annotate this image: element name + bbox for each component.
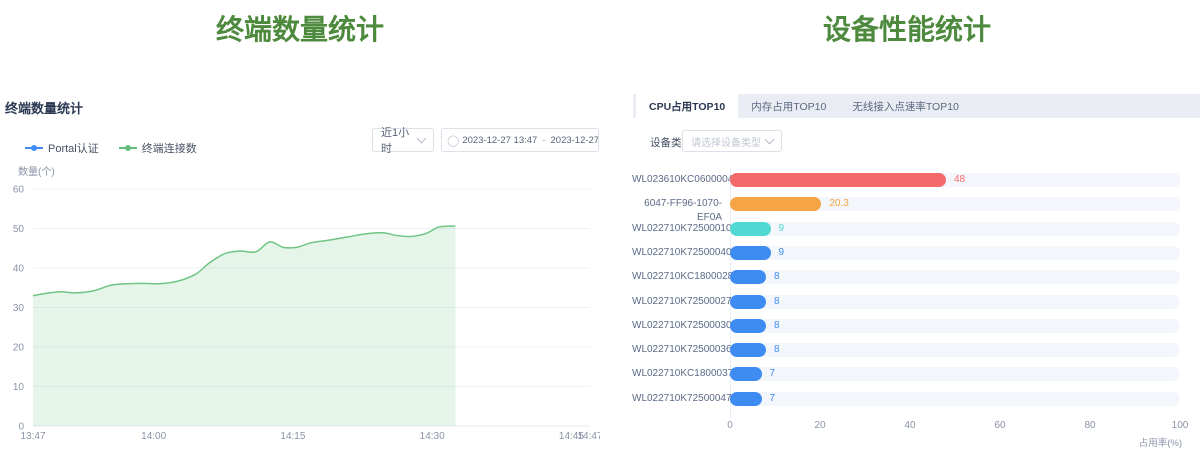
bar-value-label: 8: [774, 295, 780, 307]
bar: [730, 318, 766, 333]
chevron-down-icon: [416, 133, 427, 144]
legend: Portal认证 终端连接数: [25, 140, 197, 156]
time-range-select[interactable]: 近1小时: [372, 127, 434, 155]
bar: [730, 391, 762, 406]
bar-x-tick-label: 0: [727, 420, 733, 431]
bar-chart: 占用率(%) WL023610KC06000043 48 6047-FF96-107…: [632, 0, 1200, 456]
bar-value-label: 9: [778, 246, 785, 258]
bar: [730, 245, 771, 260]
bar-value-label: 7: [769, 392, 776, 404]
bar-axis-line: [730, 168, 731, 418]
left-page-title: 终端数量统计: [215, 14, 384, 45]
bar-x-tick-label: 60: [994, 420, 1006, 431]
bar-x-tick-label: 20: [814, 420, 826, 431]
bar-x-tick-label: 100: [1171, 420, 1189, 431]
bar-x-axis-label: 占用率(%): [1138, 438, 1182, 449]
bar: [730, 367, 762, 382]
bar-value-label: 8: [774, 271, 780, 283]
legend-marker-icon: [118, 145, 137, 151]
x-tick-label: 14:47: [577, 431, 600, 442]
x-tick-label: 14:30: [420, 431, 445, 442]
device-type-placeholder: 请选择设备类型: [691, 137, 761, 149]
y-tick-label: 10: [13, 382, 25, 393]
bar-x-tick-label: 40: [904, 420, 916, 431]
x-tick-label: 14:45: [559, 431, 584, 442]
bar-label: 6047-FF96-1070-EF0A: [644, 198, 722, 224]
bar-track: [730, 245, 1180, 260]
date-separator: -: [542, 134, 546, 146]
bar-track: [730, 221, 1180, 236]
legend-label: 终端连接数: [141, 143, 197, 155]
tab-inactive[interactable]: 无线接入点速率TOP10: [852, 100, 959, 113]
date-end: 2023-12-27 14:47: [550, 134, 599, 146]
area-fill: [33, 226, 456, 426]
tab-active[interactable]: CPU占用TOP10: [636, 94, 739, 118]
bar-label: WL023610KC06000043: [632, 174, 739, 185]
line-chart: 0 10 20 30 40 50 60 数量(个) 13:47 14:00 14:15 14:30 14…: [13, 165, 600, 442]
tab-inactive[interactable]: 内存占用TOP10: [751, 100, 827, 113]
legend-item[interactable]: 终端连接数: [118, 140, 197, 156]
bar-value-label: 20.3: [829, 198, 849, 210]
date-range-picker[interactable]: ◯ 2023-12-27 13:47 - 2023-12-27 14:47: [441, 128, 599, 152]
bar-value-label: 8: [774, 344, 780, 356]
bar: [730, 173, 946, 187]
bar-value-label: 9: [778, 222, 785, 234]
bar-label: WL022710K725000307: [632, 319, 738, 331]
device-type-label: 设备类型: [650, 137, 692, 149]
bar: [730, 294, 766, 309]
bar-track: [730, 343, 1180, 358]
x-tick-label: 14:15: [280, 431, 305, 442]
clock-icon: ◯: [447, 134, 460, 147]
legend-item[interactable]: Portal认证: [25, 140, 99, 156]
left-card-title: 终端数量统计: [5, 101, 84, 116]
y-tick-label: 40: [13, 264, 25, 275]
bar-label: WL022710K725000470: [632, 392, 738, 404]
device-type-select[interactable]: 请选择设备类型: [682, 130, 782, 152]
bar: [730, 343, 766, 358]
bar-label: WL022710K725000369: [632, 344, 738, 356]
bar: [730, 221, 771, 236]
y-tick-label: 20: [13, 343, 25, 354]
y-axis-name: 数量(个): [18, 165, 55, 178]
bar-label: WL022710KC18000372: [632, 368, 739, 380]
y-tick-label: 0: [18, 422, 24, 433]
bar-value-label: 8: [774, 319, 780, 331]
bar-track: [730, 197, 1180, 212]
time-range-value: 近1小时: [381, 127, 410, 155]
y-tick-label: 50: [13, 224, 25, 235]
y-tick-label: 30: [13, 303, 25, 314]
series-line: [32, 225, 456, 297]
bar-track: [730, 391, 1180, 406]
bar-track: [730, 367, 1180, 382]
bar-track: [730, 270, 1180, 285]
bar-label: WL022710K725000409: [632, 246, 738, 258]
right-page-title: 设备性能统计: [822, 14, 991, 45]
bar: [730, 270, 766, 285]
bar-label: WL022710KC18000280: [632, 271, 739, 283]
legend-marker-icon: [25, 145, 43, 151]
bar-track: [730, 294, 1180, 309]
date-start: 2023-12-27 13:47: [462, 134, 538, 146]
bar-value-label: 48: [954, 174, 966, 185]
y-tick-label: 60: [13, 185, 25, 196]
bar-label: WL022710K725000272: [632, 295, 738, 307]
bar-x-tick-label: 80: [1084, 420, 1096, 431]
bar: [730, 197, 822, 212]
legend-label: Portal认证: [48, 143, 99, 155]
x-tick-label: 13:47: [20, 431, 45, 442]
x-tick-label: 14:00: [141, 431, 166, 442]
bar-label: WL022710K725000102: [632, 222, 738, 234]
bar-track: [730, 318, 1180, 333]
tab-bar: CPU占用TOP10 内存占用TOP10 无线接入点速率TOP10: [633, 94, 1200, 118]
bar-value-label: 7: [769, 368, 776, 380]
